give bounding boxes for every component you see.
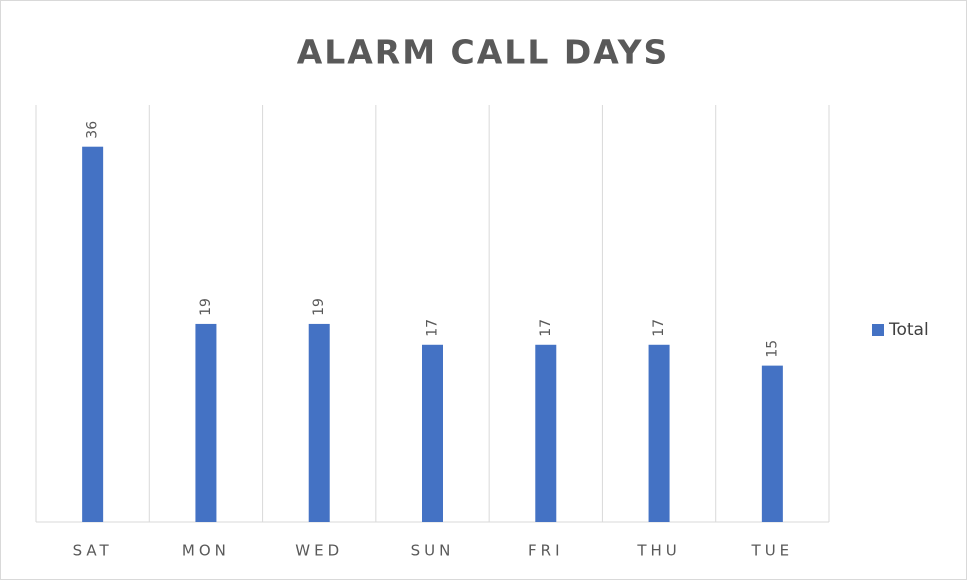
- x-tick-label: TUE: [751, 542, 794, 560]
- data-label: 19: [311, 298, 327, 316]
- x-tick-label: FRI: [528, 542, 563, 560]
- data-label: 15: [764, 340, 780, 358]
- x-tick-label: THU: [636, 542, 680, 560]
- data-label: 17: [538, 319, 554, 337]
- bar: [648, 344, 670, 522]
- chart-title: ALARM CALL DAYS: [297, 33, 670, 72]
- bar: [195, 323, 217, 522]
- legend-swatch: [872, 324, 884, 336]
- bar: [535, 344, 557, 522]
- x-tick-label: MON: [182, 542, 230, 560]
- data-label: 19: [198, 298, 214, 316]
- bar: [761, 365, 783, 522]
- x-tick-label: WED: [295, 542, 343, 560]
- legend-label: Total: [888, 320, 929, 340]
- data-label: 17: [425, 319, 441, 337]
- data-label: 36: [85, 121, 101, 139]
- x-tick-label: SAT: [73, 542, 113, 560]
- x-tick-label: SUN: [411, 542, 455, 560]
- bar: [422, 344, 443, 522]
- data-label: 17: [651, 319, 667, 337]
- bar: [82, 146, 104, 522]
- bar: [308, 323, 330, 522]
